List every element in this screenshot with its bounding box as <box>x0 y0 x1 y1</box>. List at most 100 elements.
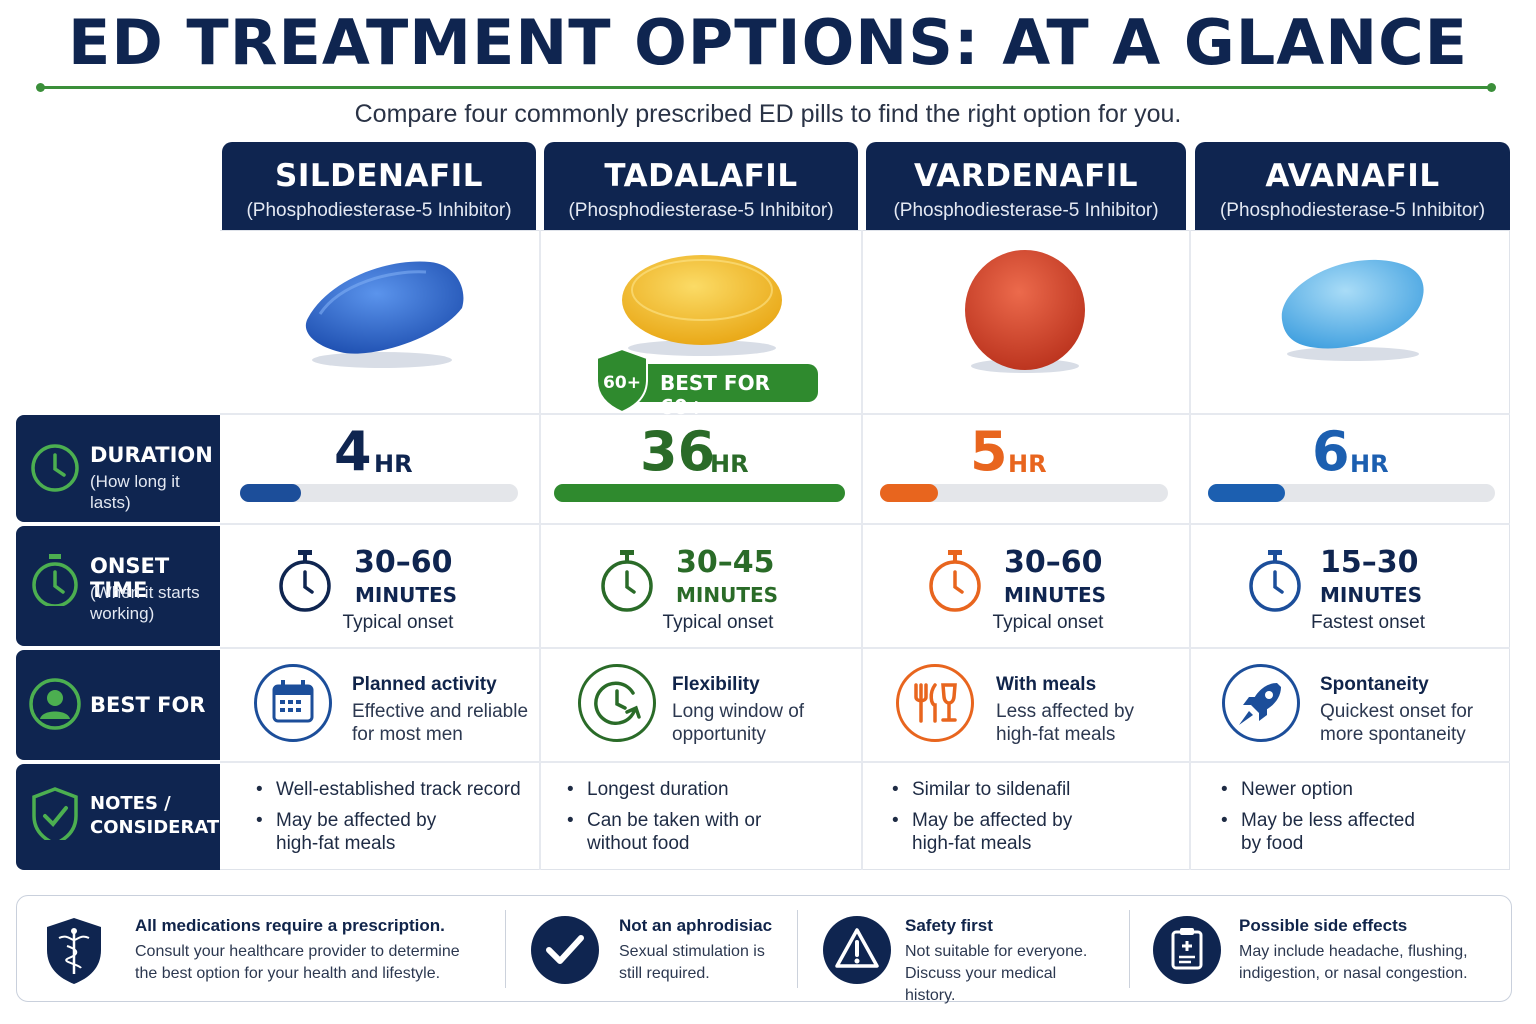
drug-name: SILDENAFIL <box>275 158 483 194</box>
duration-bar <box>880 484 1168 502</box>
row-title: DURATION <box>90 443 213 467</box>
pill-vardenafil <box>965 250 1085 373</box>
footer-title: All medications require a prescription. <box>135 916 445 935</box>
footer-title: Possible side effects <box>1239 916 1408 935</box>
row-divider <box>220 413 1510 415</box>
footer-title: Not an aphrodisiac <box>619 916 773 935</box>
pill-tadalafil <box>622 255 782 356</box>
stopwatch-icon <box>601 550 653 612</box>
column-header-vardenafil: VARDENAFIL (Phosphodiesterase-5 Inhibito… <box>866 142 1186 230</box>
column-divider <box>1189 230 1191 870</box>
column-divider <box>539 230 541 870</box>
footer-divider <box>505 910 506 988</box>
comparison-grid <box>220 230 1510 870</box>
note-item: May be affected by high-fat meals <box>254 809 454 855</box>
duration-bar <box>240 484 518 502</box>
row-header-best-for: BEST FOR <box>16 650 220 760</box>
column-header-sildenafil: SILDENAFIL (Phosphodiesterase-5 Inhibito… <box>222 142 536 230</box>
row-title: BEST FOR <box>90 693 206 717</box>
onset-range: 15–30 <box>1320 545 1419 580</box>
duration-value: 36 <box>640 420 716 483</box>
drug-name: VARDENAFIL <box>913 158 1139 194</box>
best-for-icon-circle <box>578 664 656 742</box>
badge-number: 60+ <box>603 373 641 393</box>
stopwatch-icon <box>929 550 981 612</box>
onset-unit: MINUTES <box>1320 583 1423 607</box>
shield-check-icon <box>32 787 78 840</box>
best-for-60-badge: 60+ BEST FOR 60+ <box>592 346 820 419</box>
footer-divider <box>1129 910 1130 988</box>
best-for-description: Quickest onset for more spontaneity <box>1320 701 1474 745</box>
duration-value: 4 <box>334 420 372 483</box>
check-circle-icon <box>531 916 599 984</box>
row-divider <box>220 761 1510 763</box>
row-divider <box>220 647 1510 649</box>
rocket-icon <box>1239 683 1281 725</box>
onset-range: 30–45 <box>676 545 775 580</box>
notes-list: Well-established track record May be aff… <box>254 778 524 863</box>
best-for-title: Spontaneity <box>1320 674 1429 695</box>
person-icon <box>29 678 81 730</box>
badge-banner <box>632 364 818 402</box>
shield-icon: 60+ <box>596 347 648 414</box>
stopwatch-icon <box>1249 550 1301 612</box>
best-for-icon-circle <box>1222 664 1300 742</box>
pill-avanafil <box>1281 259 1424 361</box>
badge-label: BEST FOR 60+ <box>660 371 770 419</box>
onset-note: Fastest onset <box>1310 612 1426 633</box>
footer-description: May include headache, flushing, indigest… <box>1239 943 1468 982</box>
note-item: Well-established track record <box>254 778 524 801</box>
best-for-title: Planned activity <box>352 674 497 695</box>
duration-unit: HR <box>374 450 413 478</box>
drug-class: (Phosphodiesterase-5 Inhibitor) <box>893 200 1159 221</box>
footer-description: Consult your healthcare provider to dete… <box>135 943 460 982</box>
best-for-description: Long window of opportunity <box>672 701 805 745</box>
duration-bar-fill <box>554 484 845 502</box>
row-title: ONSET TIME <box>90 554 170 602</box>
title-divider <box>36 83 1496 92</box>
footer-description: Not suitable for everyone. Discuss your … <box>905 943 1088 1004</box>
page-title: ED TREATMENT OPTIONS: AT A GLANCE <box>68 6 1468 79</box>
page-subtitle: Compare four commonly prescribed ED pill… <box>354 100 1182 128</box>
footer-description: Sexual stimulation is still required. <box>619 943 765 982</box>
footer-disclaimer-bar: All medications require a prescription. … <box>16 895 1512 1004</box>
duration-unit: HR <box>1008 450 1047 478</box>
warning-icon <box>823 916 891 984</box>
duration-value: 6 <box>1312 420 1350 483</box>
note-item: Similar to sildenafil <box>890 778 1160 801</box>
notes-list: Newer option May be less affected by foo… <box>1219 778 1489 863</box>
duration-unit: HR <box>1350 450 1389 478</box>
best-for-description: Less affected by high-fat meals <box>996 701 1135 745</box>
duration-unit: HR <box>710 450 749 478</box>
onset-unit: MINUTES <box>676 583 779 607</box>
calendar-icon <box>272 680 314 723</box>
duration-bar <box>1208 484 1495 502</box>
onset-unit: MINUTES <box>1004 583 1107 607</box>
drug-class: (Phosphodiesterase-5 Inhibitor) <box>568 200 834 221</box>
onset-range: 30–60 <box>354 545 453 580</box>
stopwatch-icon <box>32 554 78 606</box>
note-item: Newer option <box>1219 778 1489 801</box>
notes-list: Longest duration Can be taken with or wi… <box>565 778 835 863</box>
best-for-icon-circle <box>896 664 974 742</box>
row-subtitle: (How long it lasts) <box>90 472 180 512</box>
note-item: Can be taken with or without food <box>565 809 765 855</box>
row-title: NOTES / CONSIDERATIONS <box>90 793 270 838</box>
footer-divider <box>797 910 798 988</box>
drug-class: (Phosphodiesterase-5 Inhibitor) <box>246 200 512 221</box>
note-item: May be affected by high-fat meals <box>890 809 1090 855</box>
onset-note: Typical onset <box>992 612 1104 633</box>
utensils-icon <box>914 683 957 723</box>
clock-icon <box>31 444 79 492</box>
column-header-tadalafil: TADALAFIL (Phosphodiesterase-5 Inhibitor… <box>544 142 858 230</box>
note-item: May be less affected by food <box>1219 809 1419 855</box>
onset-unit: MINUTES <box>355 583 458 607</box>
pill-sildenafil <box>305 261 464 368</box>
onset-note: Typical onset <box>342 612 454 633</box>
drug-name: AVANAFIL <box>1265 158 1440 194</box>
row-header-notes: NOTES / CONSIDERATIONS <box>16 764 270 870</box>
clipboard-icon <box>1153 916 1221 984</box>
best-for-description: Effective and reliable for most men <box>352 701 529 745</box>
duration-bar <box>554 484 845 502</box>
onset-range: 30–60 <box>1004 545 1103 580</box>
